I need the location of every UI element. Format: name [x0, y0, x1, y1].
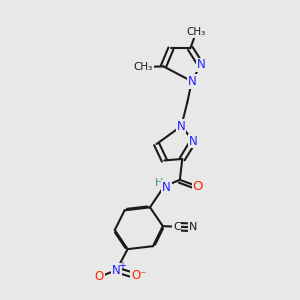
Text: N: N: [162, 181, 171, 194]
Text: N: N: [177, 120, 186, 133]
Text: CH₃: CH₃: [187, 27, 206, 37]
Text: H: H: [154, 178, 163, 188]
Text: N: N: [188, 75, 196, 88]
Text: O: O: [193, 180, 203, 193]
Text: N: N: [189, 222, 197, 232]
Text: N: N: [189, 134, 198, 148]
Text: O: O: [94, 270, 104, 284]
Text: C: C: [173, 222, 181, 232]
Text: N: N: [196, 58, 205, 71]
Text: N: N: [112, 263, 121, 277]
Text: CH₃: CH₃: [134, 62, 153, 72]
Text: O⁻: O⁻: [131, 269, 147, 282]
Text: +: +: [118, 261, 126, 271]
